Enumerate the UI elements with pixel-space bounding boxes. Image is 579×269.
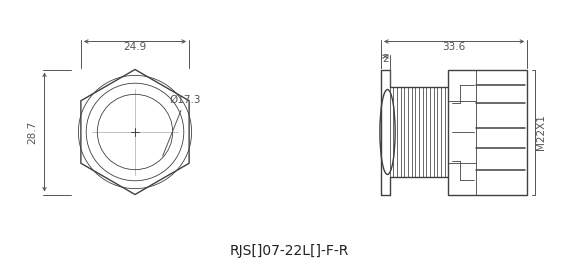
Text: 24.9: 24.9: [123, 41, 146, 51]
Text: Ø17.3: Ø17.3: [163, 95, 201, 156]
Text: 28.7: 28.7: [27, 120, 38, 144]
Text: 33.6: 33.6: [442, 41, 466, 51]
Text: 2: 2: [382, 55, 389, 65]
Bar: [449, 69, 527, 194]
Text: RJS[]07-22L[]-F-R: RJS[]07-22L[]-F-R: [229, 244, 349, 258]
Text: M22X1: M22X1: [536, 114, 547, 150]
